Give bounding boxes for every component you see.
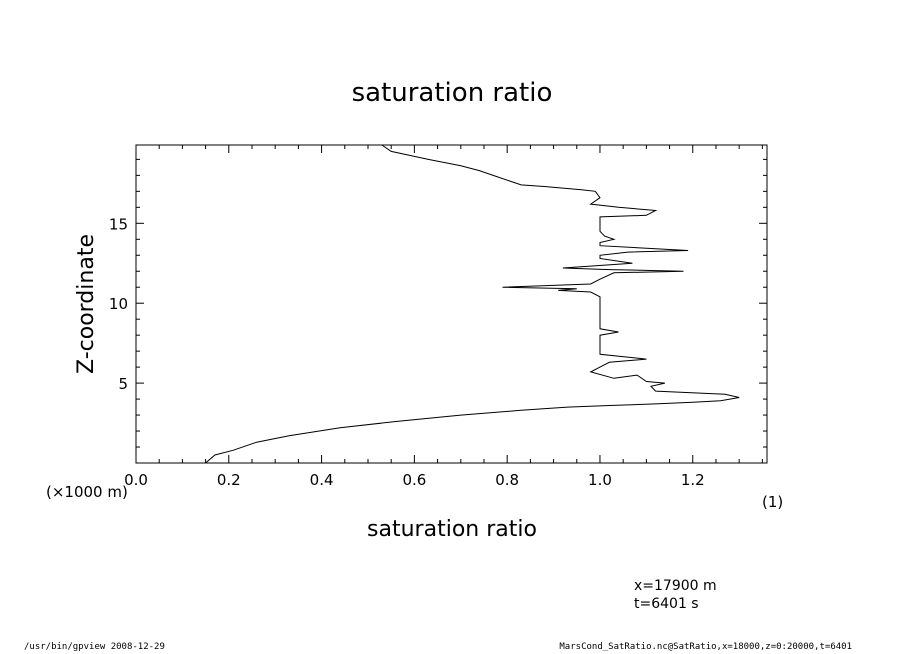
y-tick-labels: 5 10 15 [109, 215, 128, 393]
series-line [205, 144, 740, 464]
plot-frame [135, 144, 768, 464]
y-units-label: (×1000 m) [46, 483, 128, 501]
axis-ticks [135, 145, 767, 464]
chart-title: saturation ratio [352, 78, 553, 108]
x-tick-label: 0.8 [495, 471, 519, 489]
x-units-label: (1) [762, 493, 783, 511]
x-tick-label: 1.2 [681, 471, 705, 489]
y-axis-label: Z-coordinate [74, 234, 99, 374]
position-annotation: x=17900 m [634, 578, 717, 594]
y-tick-label: 15 [109, 215, 128, 233]
y-tick-label: 10 [109, 295, 128, 313]
x-tick-label: 0.4 [310, 471, 334, 489]
footer-right: MarsCond_SatRatio.nc@SatRatio,x=18000,z=… [559, 642, 852, 652]
x-tick-label: 0.6 [402, 471, 426, 489]
x-tick-label: 1.0 [588, 471, 612, 489]
y-tick-label: 5 [118, 375, 128, 393]
x-tick-label: 0.0 [124, 471, 148, 489]
series-layer [205, 144, 740, 464]
footer-left: /usr/bin/gpview 2008-12-29 [24, 642, 165, 652]
x-tick-label: 0.2 [217, 471, 241, 489]
x-axis-label: saturation ratio [367, 517, 537, 542]
x-tick-labels: 0.0 0.2 0.4 0.6 0.8 1.0 1.2 [124, 471, 705, 489]
time-annotation: t=6401 s [634, 596, 699, 612]
